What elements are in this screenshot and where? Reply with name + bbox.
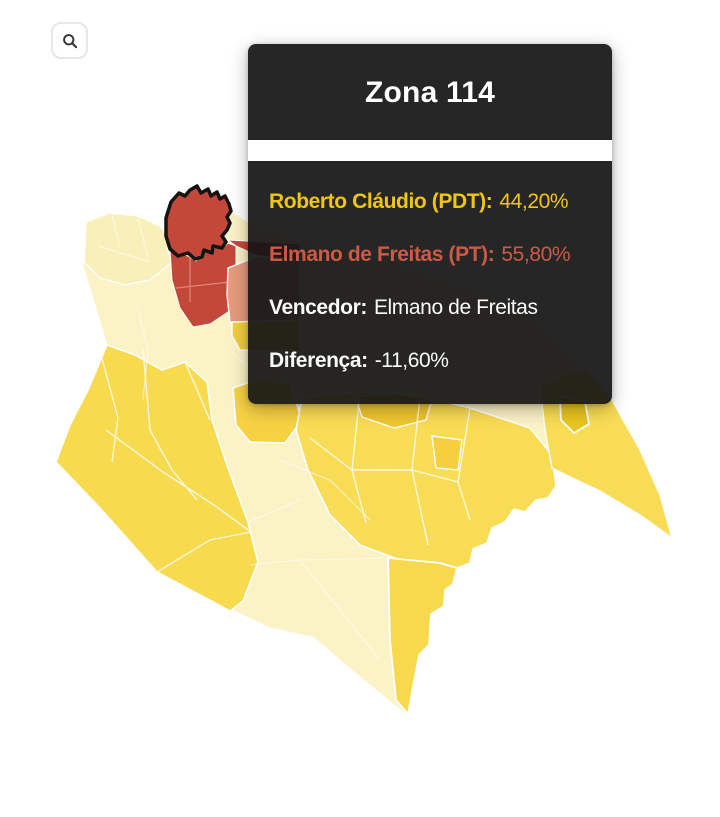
zone-tooltip: Zona 114 Roberto Cláudio (PDT): 44,20% El…	[248, 44, 612, 404]
pdt-candidate-share: 44,20%	[499, 190, 569, 213]
winner-label: Vencedor:	[269, 296, 367, 319]
map-zone[interactable]	[387, 557, 459, 717]
tooltip-row-winner: Vencedor: Elmano de Freitas	[269, 297, 591, 318]
tooltip-row-pt: Elmano de Freitas (PT): 55,80%	[269, 244, 591, 265]
difference-value: -11,60%	[374, 349, 449, 372]
winner-value: Elmano de Freitas	[373, 296, 538, 319]
tooltip-row-pdt: Roberto Cláudio (PDT): 44,20%	[269, 191, 591, 212]
map-zone-border	[175, 258, 231, 302]
pt-candidate-share: 55,80%	[501, 243, 571, 266]
map-zone[interactable]	[431, 435, 463, 471]
magnifier-icon	[60, 31, 80, 51]
tooltip-divider	[248, 140, 612, 161]
tooltip-body: Roberto Cláudio (PDT): 44,20% Elmano de F…	[248, 161, 612, 371]
difference-label: Diferença:	[269, 349, 368, 372]
map-zone-border	[95, 335, 252, 573]
pdt-candidate-label: Roberto Cláudio (PDT):	[269, 190, 493, 213]
map-zone-border	[309, 391, 471, 546]
map-zone[interactable]	[55, 343, 259, 612]
map-zone[interactable]	[295, 391, 557, 569]
tooltip-title: Zona 114	[365, 76, 495, 109]
tooltip-row-difference: Diferença: -11,60%	[269, 350, 591, 371]
zoom-reset-button[interactable]	[51, 22, 88, 59]
map-zone-selected[interactable]	[164, 184, 233, 261]
pt-candidate-label: Elmano de Freitas (PT):	[269, 243, 495, 266]
